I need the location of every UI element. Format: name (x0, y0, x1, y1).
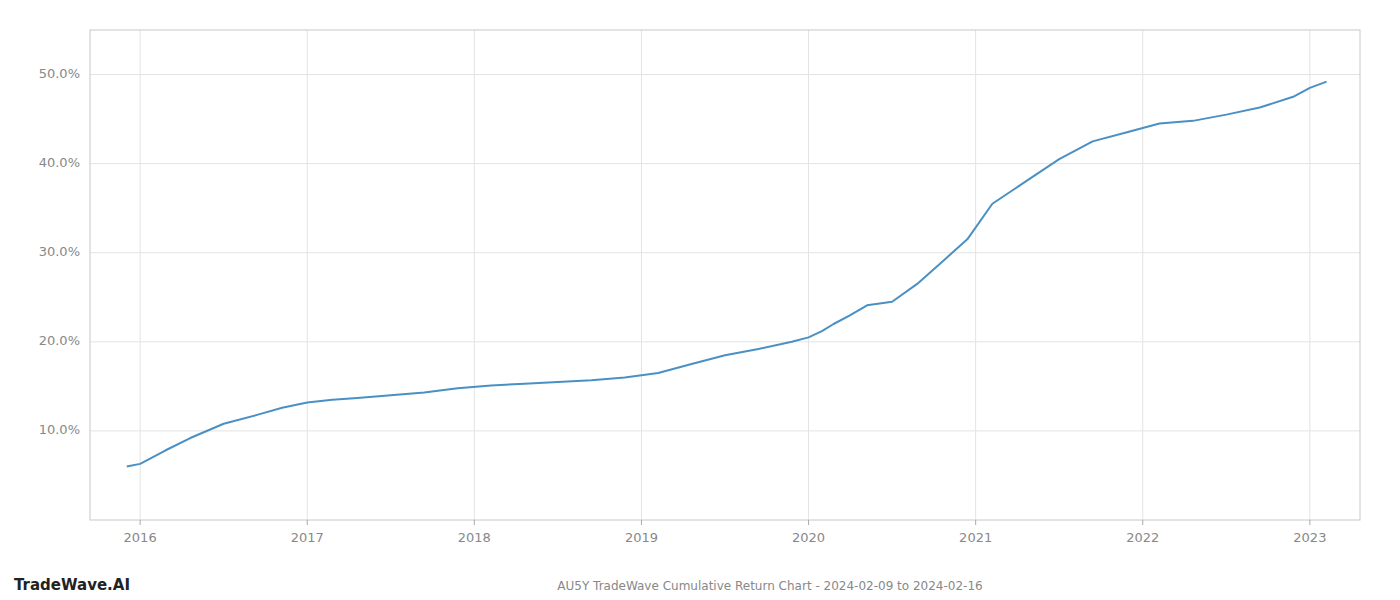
x-tick-label: 2019 (625, 530, 658, 545)
chart: 10.0%20.0%30.0%40.0%50.0%201620172018201… (0, 0, 1400, 600)
x-tick-label: 2018 (458, 530, 491, 545)
y-grid-line (90, 74, 1360, 75)
x-tick-label: 2016 (124, 530, 157, 545)
x-tick (1142, 520, 1143, 525)
y-tick-label: 40.0% (39, 155, 80, 170)
x-grid-line (808, 30, 809, 520)
x-tick-label: 2023 (1293, 530, 1326, 545)
x-tick (140, 520, 141, 525)
y-axis: 10.0% 20.0% 30.0% 40.0% 50.0% (39, 66, 80, 437)
x-grid-line (1309, 30, 1310, 520)
x-tick (1309, 520, 1310, 525)
y-grid-line (90, 341, 1360, 342)
x-grid-line (1142, 30, 1143, 520)
y-tick-label: 30.0% (39, 244, 80, 259)
x-tick (474, 520, 475, 525)
y-grid-line (90, 430, 1360, 431)
x-tick-label: 2022 (1126, 530, 1159, 545)
watermark: TradeWave.AI (14, 576, 130, 594)
x-tick (307, 520, 308, 525)
x-tick-label: 2021 (959, 530, 992, 545)
y-grid-line (90, 252, 1360, 253)
background (0, 0, 1400, 600)
x-grid-line (140, 30, 141, 520)
y-tick-label: 10.0% (39, 422, 80, 437)
grid (90, 30, 1360, 520)
data-line (127, 82, 1327, 467)
y-tick-label: 20.0% (39, 333, 80, 348)
x-grid-line (474, 30, 475, 520)
y-tick-label: 50.0% (39, 66, 80, 81)
plot-area (127, 82, 1327, 467)
x-tick-label: 2020 (792, 530, 825, 545)
plot-frame (90, 30, 1360, 520)
chart-title: AU5Y TradeWave Cumulative Return Chart -… (557, 579, 982, 593)
x-grid-line (307, 30, 308, 520)
x-tick (808, 520, 809, 525)
x-axis: 2016 2017 2018 2019 2020 2021 2022 2023 (124, 520, 1327, 545)
x-tick (975, 520, 976, 525)
x-tick-label: 2017 (291, 530, 324, 545)
x-grid-line (975, 30, 976, 520)
y-grid-line (90, 163, 1360, 164)
x-tick (641, 520, 642, 525)
x-grid-line (641, 30, 642, 520)
